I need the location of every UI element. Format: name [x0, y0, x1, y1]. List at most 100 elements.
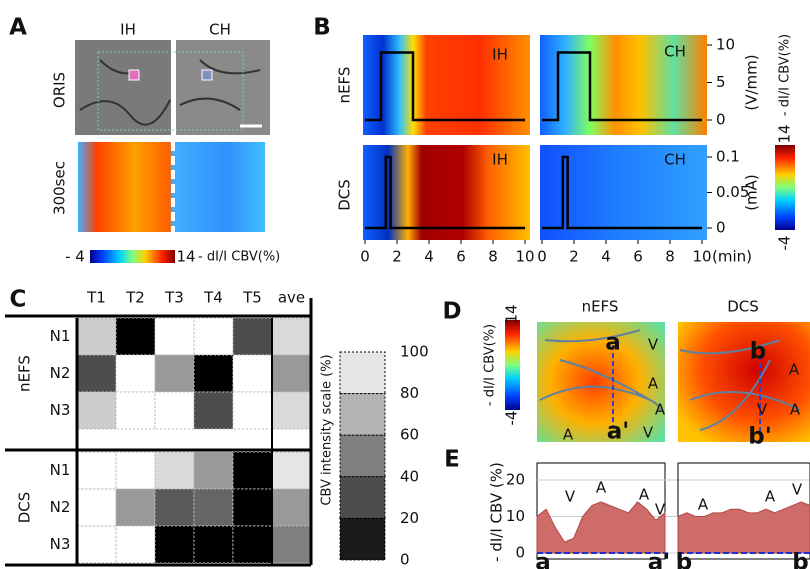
roi-frame	[97, 51, 244, 131]
scale-tick-label: 20	[400, 509, 419, 527]
oris-image	[176, 40, 270, 135]
x-tick-label: 6	[633, 248, 643, 266]
x-tick-label: 10	[515, 248, 534, 266]
y-tick-label: 20	[506, 471, 525, 489]
map-label: V	[757, 401, 768, 419]
label: - dI/I CBV(%)	[778, 34, 793, 116]
scale-tick-label: 60	[400, 426, 419, 444]
x-tick-label: 2	[392, 248, 402, 266]
heat-cell	[154, 525, 195, 564]
label: CH	[209, 21, 231, 39]
y-tick-label: 0	[716, 111, 726, 129]
scale-box	[339, 393, 386, 436]
annotation: V	[792, 481, 803, 499]
stimulus-trace	[542, 155, 702, 230]
x-tick-label: 4	[601, 248, 611, 266]
heat-cell	[76, 488, 117, 527]
y-tick-label: 0.1	[716, 148, 740, 166]
heat-cell	[154, 488, 195, 527]
plot-frame	[536, 462, 666, 560]
scale-box	[339, 351, 386, 395]
x-tick-label: 0	[360, 248, 370, 266]
heat-cell	[232, 354, 273, 393]
heat-cell	[271, 488, 312, 527]
group-label: nEFS	[16, 355, 34, 392]
endpoint-label: b'	[792, 550, 810, 569]
heat-cell	[115, 354, 156, 393]
map-label: b'	[748, 424, 772, 450]
heat-cell	[193, 354, 234, 393]
heat-cell	[193, 391, 234, 430]
oris-image	[75, 40, 171, 135]
column-label: ave	[278, 289, 305, 307]
label: 14	[176, 248, 195, 266]
column-label: T4	[203, 289, 223, 307]
row-label: N2	[50, 498, 71, 516]
y-axis-label: (mA)	[743, 174, 761, 211]
heat-cell	[115, 451, 156, 490]
row-label: N1	[50, 461, 71, 479]
stimulus-trace	[365, 155, 525, 230]
map-label: V	[648, 336, 659, 354]
colorbar	[775, 145, 795, 230]
scale-tick-label: 0	[400, 551, 410, 569]
row-label: N1	[50, 327, 71, 345]
y-axis-label: (V/mm)	[743, 54, 761, 110]
annotation: A	[639, 486, 650, 504]
scale-box	[339, 476, 386, 519]
heat-cell	[154, 391, 195, 430]
row-label: N2	[50, 364, 71, 382]
label: - 4	[65, 248, 85, 266]
heat-cell	[271, 354, 312, 393]
y-axis-label: - dI/I CBV (%)	[488, 462, 506, 562]
scale-tick-label: 40	[400, 467, 419, 485]
y-tick-label: 10	[716, 36, 735, 54]
y-tick-label: 0.05	[716, 183, 749, 201]
heat-cell	[76, 391, 117, 430]
vessels	[539, 329, 801, 431]
map-label: a'	[607, 419, 630, 445]
roi	[201, 69, 213, 81]
scale-tick-label: 80	[400, 384, 419, 402]
x-tick-label: 8	[665, 248, 675, 266]
map-label: A	[790, 401, 801, 419]
roi	[128, 69, 140, 81]
annotation: V	[565, 488, 576, 506]
y-tick-label: 5	[716, 73, 726, 91]
heat-cell	[115, 317, 156, 356]
heat-cell	[154, 317, 195, 356]
label: - dI/I CBV(%)	[198, 250, 280, 265]
x-tick-label: 6	[456, 248, 466, 266]
heat-cell	[76, 451, 117, 490]
x-tick-label: 8	[488, 248, 498, 266]
label: DCS	[336, 179, 354, 211]
row-label: N3	[50, 401, 71, 419]
label: nEFS	[582, 298, 619, 316]
colorbar	[505, 320, 520, 410]
label: -4	[503, 411, 521, 426]
plot-frame	[677, 462, 810, 560]
vessels	[79, 59, 261, 126]
column-label: T3	[164, 289, 184, 307]
label: -4	[776, 236, 794, 251]
label: ORIS	[51, 72, 69, 108]
x-tick-label: 4	[424, 248, 434, 266]
map-label: V	[643, 424, 654, 442]
column-label: T2	[125, 289, 145, 307]
panel-tag: IH	[492, 151, 508, 169]
heat-cell	[271, 317, 312, 356]
x-tick-label: 0	[537, 248, 547, 266]
heat-cell	[232, 525, 273, 564]
heat-cell	[271, 525, 312, 564]
annotation: V	[655, 501, 666, 519]
map-label: A	[655, 401, 666, 419]
heat-cell	[193, 525, 234, 564]
panel-tag: IH	[492, 46, 508, 64]
panel-letter: C	[10, 287, 27, 313]
y-tick-label: 0	[515, 544, 525, 562]
heat-cell	[232, 391, 273, 430]
heat-cell	[76, 525, 117, 564]
heat-cell	[193, 317, 234, 356]
